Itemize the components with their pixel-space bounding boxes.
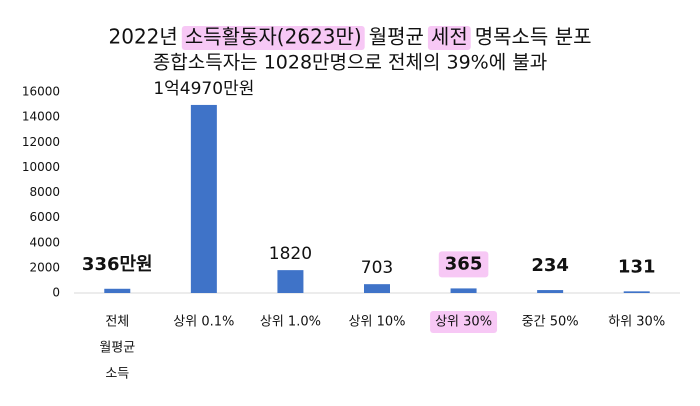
bar (277, 270, 304, 293)
bar (104, 288, 131, 293)
value-label: 703 (361, 258, 393, 278)
value-label: 365 (445, 253, 483, 274)
x-tick-label: 상위 30% (435, 315, 492, 330)
x-tick-label: 소득 (105, 367, 129, 382)
value-label: 336만원 (82, 254, 153, 275)
bar (364, 284, 390, 293)
bar (190, 104, 217, 293)
category-highlight (430, 311, 498, 333)
chart-subtitle: 종합소득자는 1028만명으로 전체의 39%에 불과 (153, 52, 547, 74)
y-tick-label: 4000 (29, 235, 60, 249)
title-highlight (427, 26, 471, 50)
value-label: 234 (531, 255, 569, 276)
y-tick-label: 16000 (22, 85, 60, 99)
x-tick-label: 상위 1.0% (260, 315, 321, 330)
x-tick-label: 상위 0.1% (173, 315, 234, 330)
value-label-highlight (438, 251, 489, 278)
chart-title: 2022년 (109, 25, 178, 49)
chart-title: 세전 (431, 25, 468, 49)
x-tick-label: 하위 30% (608, 315, 665, 330)
x-tick-label: 상위 10% (349, 315, 406, 330)
title-highlight (181, 26, 365, 50)
bar (450, 288, 477, 293)
chart-title: 소득활동자(2623만) (185, 25, 362, 49)
value-label: 1억4970만원 (153, 79, 254, 99)
x-tick-label: 중간 50% (522, 315, 579, 330)
y-tick-label: 10000 (22, 160, 60, 174)
y-tick-label: 8000 (29, 185, 60, 199)
chart-title: 명목소득 분포 (475, 25, 592, 49)
y-tick-label: 0 (52, 286, 60, 300)
value-label: 131 (618, 256, 656, 277)
x-tick-label: 월평균 (99, 341, 135, 356)
y-tick-label: 2000 (29, 260, 60, 274)
x-tick-label: 전체 (105, 315, 129, 330)
y-tick-label: 14000 (22, 110, 60, 124)
value-label: 1820 (269, 244, 312, 264)
chart-title: 월평균 (369, 25, 424, 49)
y-tick-label: 6000 (29, 210, 60, 224)
bar (537, 290, 564, 293)
y-tick-label: 12000 (22, 135, 60, 149)
bar (623, 291, 650, 293)
